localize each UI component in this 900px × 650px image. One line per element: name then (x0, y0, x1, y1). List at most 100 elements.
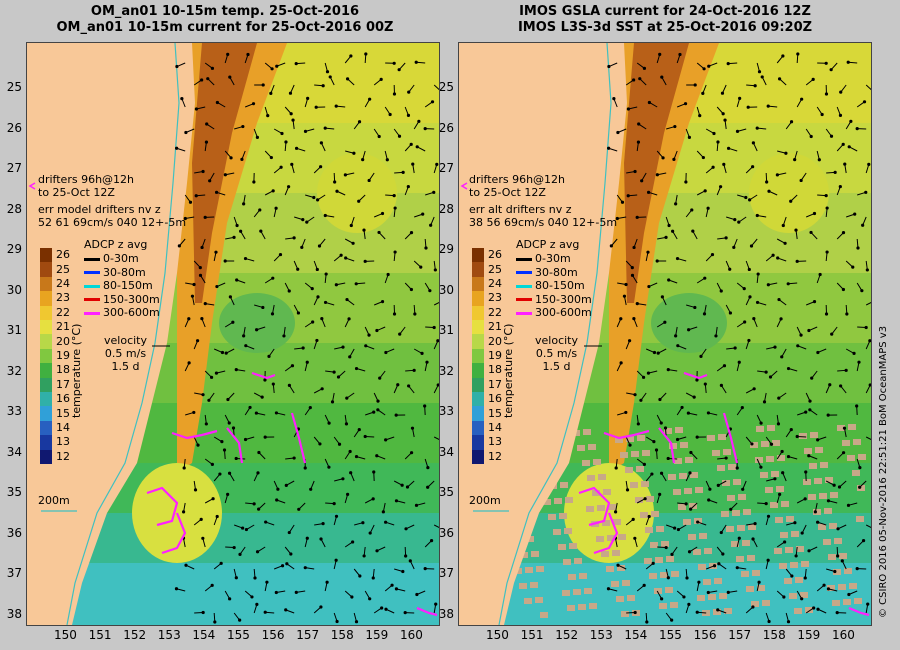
current-vector-head (198, 265, 202, 270)
lat-tick-label: 29 (438, 242, 454, 256)
current-vector-head (658, 397, 662, 402)
colorbar-tick-label: 21 (488, 320, 502, 334)
current-vector-head (400, 483, 404, 487)
colorbar-swatch (472, 276, 484, 292)
current-vector-head (265, 580, 269, 584)
missing-data-patch (616, 596, 624, 602)
current-vector-head (368, 597, 372, 601)
missing-data-patch (786, 516, 794, 522)
right-velocity-scale: velocity 0.5 m/s 1.5 d (535, 334, 578, 373)
current-vector-head (630, 265, 634, 270)
current-vector-head (721, 112, 725, 116)
current-vector-head (752, 387, 756, 391)
current-vector-head (747, 338, 751, 343)
current-vector-head (777, 297, 781, 302)
drifter-track (146, 486, 179, 527)
current-vector-head (647, 514, 651, 519)
missing-data-patch (626, 436, 634, 442)
left-velocity-speed: 0.5 m/s (104, 347, 147, 360)
current-vector-head (314, 105, 318, 109)
current-vector-head (415, 145, 419, 149)
current-vector-head (622, 294, 627, 298)
missing-data-patch (844, 568, 852, 574)
current-vector-head (743, 320, 747, 324)
current-vector-head (345, 77, 350, 81)
current-vector-head (336, 375, 341, 379)
current-vector-head (807, 454, 811, 458)
current-vector-head (215, 100, 219, 105)
current-vector-head (680, 405, 684, 410)
colorbar-swatch (472, 248, 484, 263)
current-vector-head (349, 471, 353, 475)
current-vector-head (868, 339, 871, 343)
missing-data-patch (848, 424, 856, 430)
missing-data-patch (721, 511, 729, 517)
current-vector-head (780, 449, 784, 454)
adcp-legend-item: 300-600m (84, 306, 160, 319)
current-vector-head (847, 145, 851, 149)
current-vector-head (750, 442, 754, 446)
current-vector-head (327, 465, 331, 469)
current-vector-head (702, 67, 706, 71)
drifter-marker (28, 182, 36, 190)
missing-data-patch (697, 595, 705, 601)
missing-data-patch (795, 577, 803, 583)
colorbar-swatch (472, 305, 484, 321)
lon-tick-label: 158 (762, 628, 786, 642)
missing-data-patch (746, 586, 754, 592)
adcp-swatch (516, 298, 532, 301)
current-vector-head (330, 400, 335, 404)
current-vector-head (652, 440, 656, 444)
current-vector-head (294, 62, 298, 66)
current-vector-head (609, 244, 613, 248)
current-vector-head (316, 198, 320, 202)
lon-tick-label: 155 (659, 628, 682, 642)
colorbar-tick-label: 24 (488, 277, 502, 290)
missing-data-patch (651, 511, 659, 517)
current-vector-head (746, 105, 750, 109)
left-map-panel[interactable] (26, 42, 440, 626)
missing-data-patch (829, 523, 837, 529)
colorbar-tick-label: 14 (488, 421, 502, 434)
current-vector-head (742, 286, 746, 291)
missing-data-patch (736, 556, 744, 562)
current-vector-head (274, 206, 278, 210)
current-vector-head (194, 107, 199, 111)
current-vector (865, 84, 871, 91)
missing-data-patch (661, 541, 669, 547)
colorbar-swatch (40, 262, 52, 278)
current-vector-head (368, 97, 372, 101)
current-vector-head (836, 554, 840, 558)
current-vector-head (701, 155, 705, 160)
current-vector-head (319, 605, 323, 609)
current-vector-head (321, 522, 325, 526)
current-vector-head (269, 91, 273, 95)
current-vector-head (396, 383, 400, 387)
missing-data-patch (838, 584, 846, 590)
right-lon-axis: 150 151 152 153 154 155 156 157 158 159 160 (458, 628, 870, 646)
current-vector-head (719, 383, 724, 387)
current-vector-head (377, 134, 381, 139)
current-vector-head (816, 350, 820, 355)
current-vector-head (243, 256, 248, 261)
current-vector-head (423, 566, 427, 571)
right-map-panel[interactable] (458, 42, 872, 626)
missing-data-patch (531, 551, 539, 557)
lat-tick-label: 37 (6, 566, 22, 580)
missing-data-patch (649, 573, 657, 579)
missing-data-patch (703, 579, 711, 585)
current-vector-head (193, 488, 198, 492)
current-vector-head (305, 536, 309, 540)
right-err-label: err alt drifters nv z 38 56 69cm/s 040 1… (469, 203, 617, 229)
current-vector-head (425, 360, 429, 364)
current-vector-head (423, 126, 427, 131)
current-vector-head (614, 466, 618, 470)
colorbar-swatch (472, 435, 484, 451)
current-vector-head (287, 289, 291, 293)
lon-tick-label: 159 (797, 628, 821, 642)
lat-tick-label: 26 (6, 120, 22, 135)
current-vector-head (852, 351, 856, 355)
current-vector-head (737, 536, 741, 540)
current-vector-head (201, 169, 205, 174)
missing-data-patch (699, 533, 707, 539)
